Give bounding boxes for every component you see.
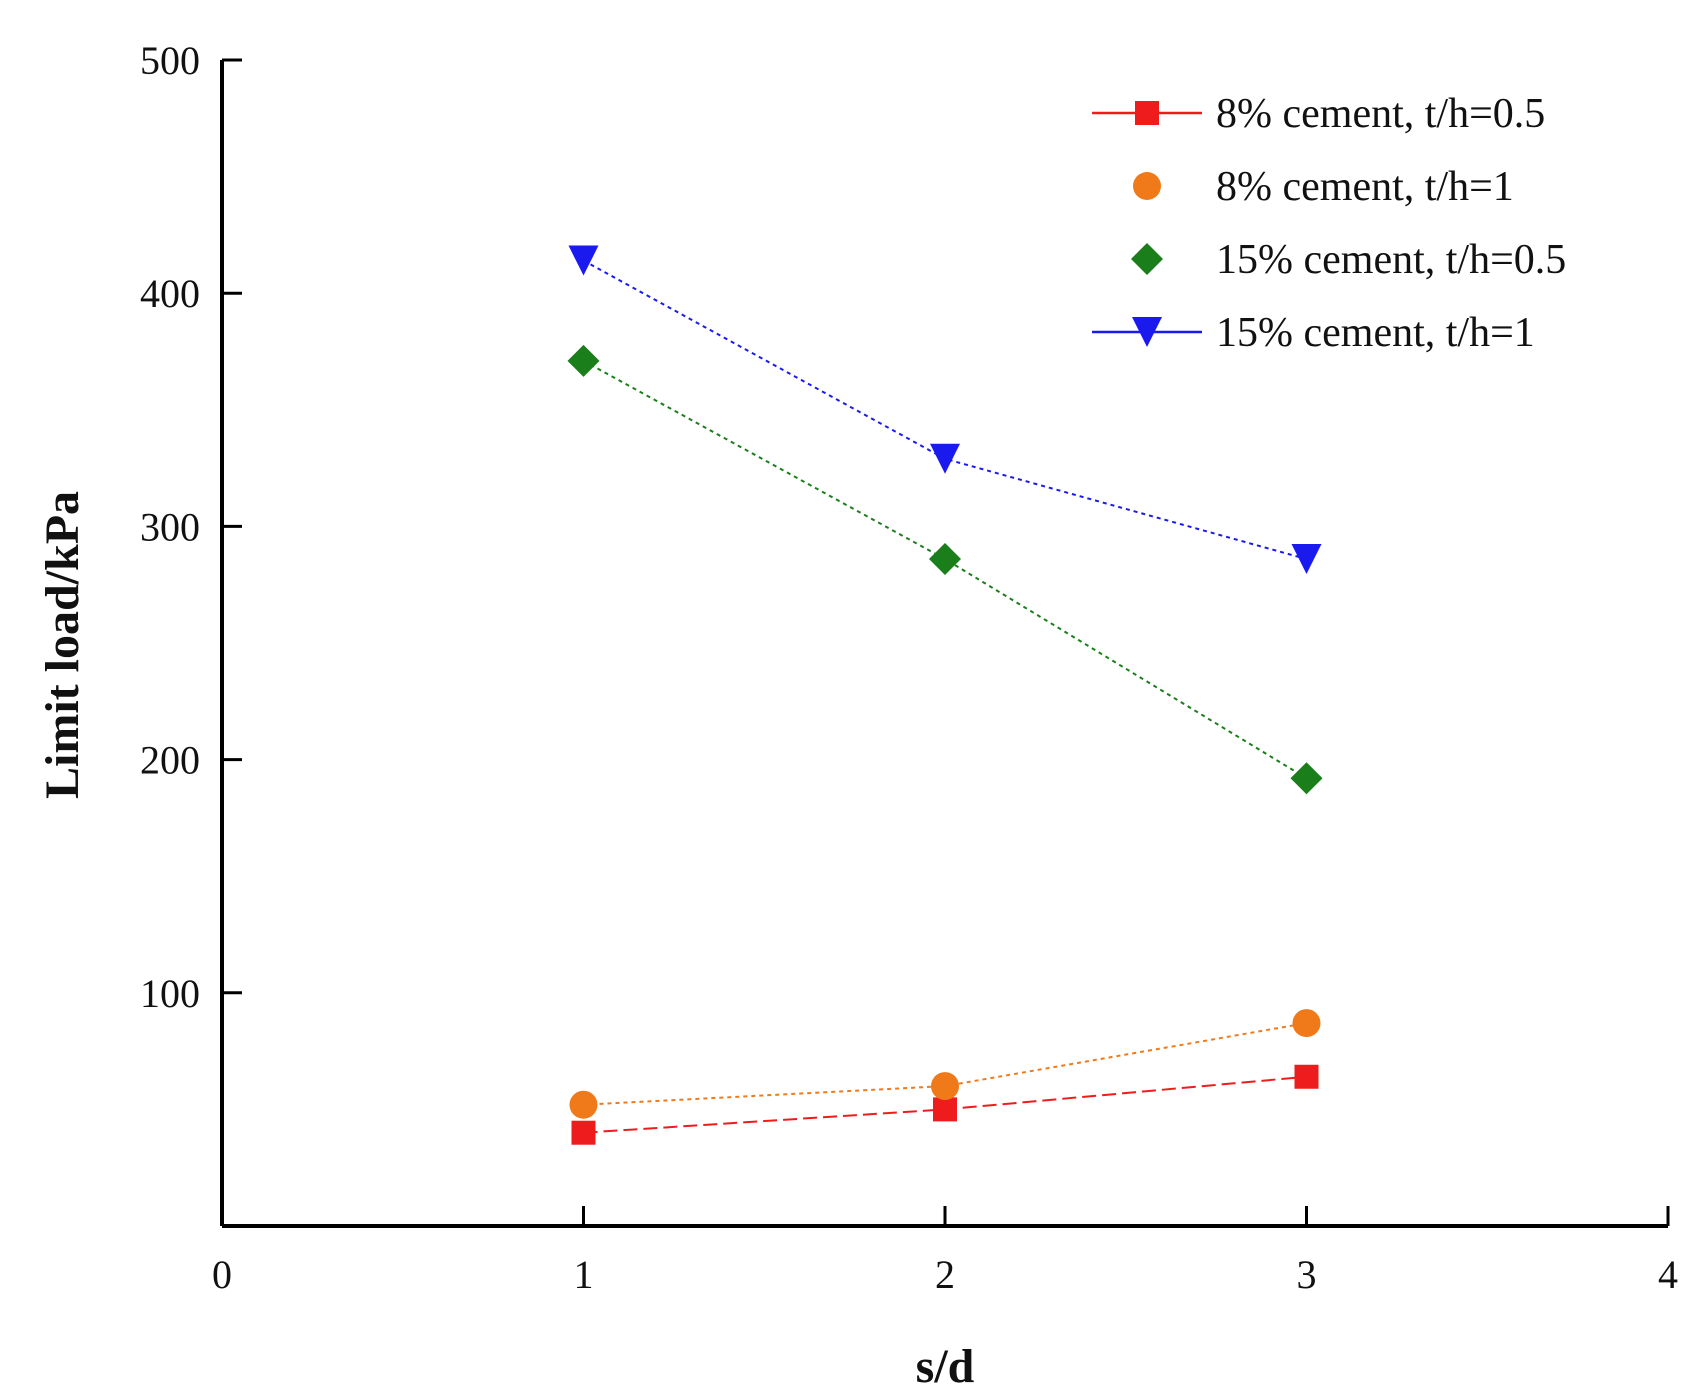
y-tick-label: 400	[140, 271, 200, 316]
x-tick-label: 0	[212, 1252, 232, 1297]
series-2	[569, 1009, 1321, 1119]
series-3	[567, 344, 1323, 795]
data-point	[1291, 544, 1322, 575]
series-layer	[567, 245, 1323, 1145]
legend-label: 15% cement, t/h=0.5	[1216, 237, 1566, 283]
legend-label: 8% cement, t/h=0.5	[1216, 91, 1545, 137]
x-axis-title: s/d	[916, 1340, 975, 1393]
data-point	[931, 1072, 959, 1101]
y-tick-label: 500	[140, 38, 200, 83]
legend-item: 8% cement, t/h=0.5	[1092, 91, 1545, 137]
legend-item: 8% cement, t/h=1	[1133, 164, 1514, 210]
x-tick-label: 3	[1297, 1252, 1317, 1297]
data-point	[1292, 1009, 1321, 1038]
legend-marker	[1135, 101, 1159, 125]
series-4	[568, 245, 1322, 575]
x-tick-label: 4	[1658, 1252, 1678, 1297]
legend-marker	[1132, 317, 1162, 347]
data-point	[1294, 1064, 1319, 1089]
legend-label: 15% cement, t/h=1	[1216, 310, 1535, 356]
data-point	[568, 245, 599, 276]
data-point	[569, 1090, 598, 1119]
legend-marker	[1133, 172, 1161, 200]
legend-label: 8% cement, t/h=1	[1216, 164, 1514, 210]
series-line	[583, 359, 1308, 780]
y-tick-label: 200	[140, 738, 200, 783]
series-line	[583, 259, 1307, 561]
y-axis-title: Limit load/kPa	[36, 491, 89, 799]
data-point	[567, 344, 600, 377]
data-point	[930, 443, 960, 474]
x-tick-label: 1	[574, 1252, 594, 1297]
series-1	[571, 1064, 1319, 1145]
legend: 8% cement, t/h=0.5 8% cement, t/h=1 15% ce…	[1092, 91, 1566, 356]
data-point	[929, 543, 961, 576]
legend-marker	[1131, 243, 1163, 275]
axes: 0 1 2 3 4 100 200 300 400 500	[140, 38, 1678, 1297]
y-tick-label: 100	[140, 971, 200, 1016]
data-point	[933, 1097, 957, 1122]
legend-item: 15% cement, t/h=1	[1092, 310, 1535, 356]
data-point	[571, 1120, 596, 1145]
x-tick-label: 2	[935, 1252, 955, 1297]
y-tick-label: 300	[140, 504, 200, 549]
legend-item: 15% cement, t/h=0.5	[1131, 237, 1566, 283]
data-point	[1290, 762, 1323, 795]
